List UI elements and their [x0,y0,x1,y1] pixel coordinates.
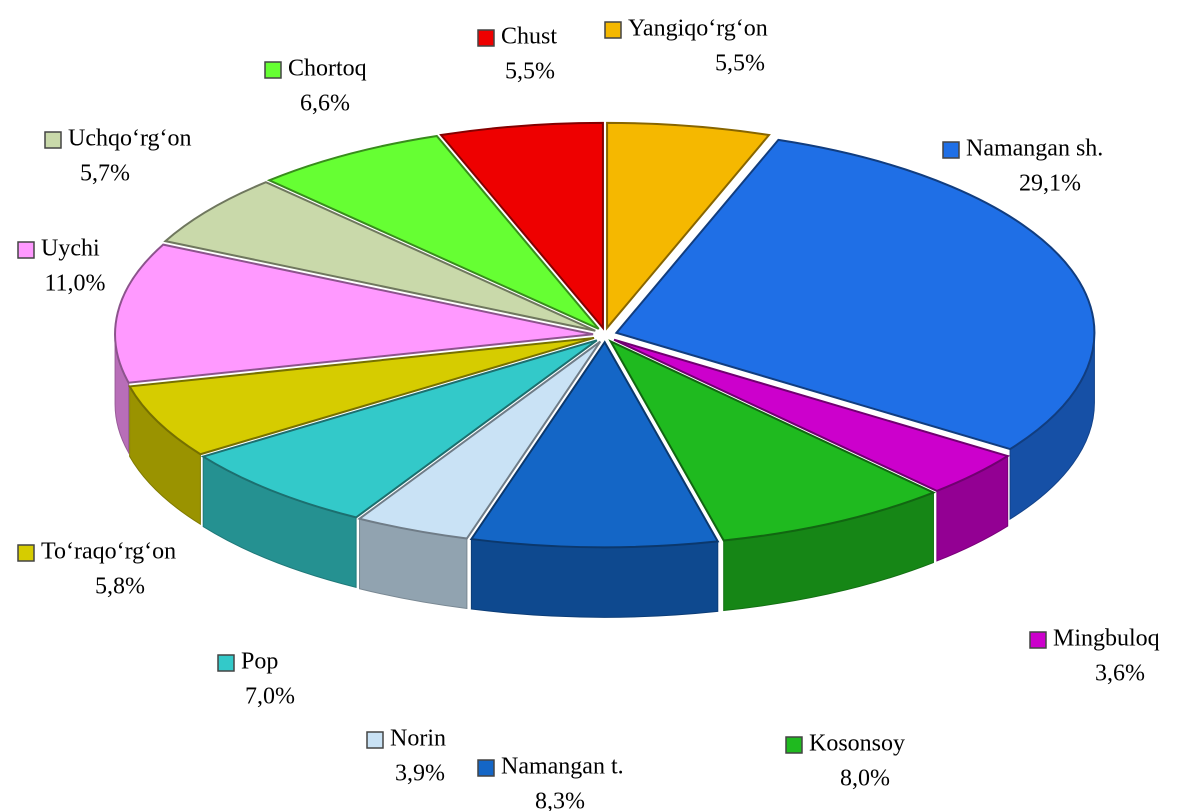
legend-swatch [477,29,495,47]
slice-label: Chortoq [288,56,367,82]
value-label: 7,0% [245,684,295,710]
legend-swatch [477,759,495,777]
value-label: 6,6% [300,91,350,117]
value-label: 5,5% [505,59,555,85]
slice-label: Uychi [41,236,100,262]
slice-label: Yangiqo‘rg‘on [628,16,768,42]
legend-swatch [604,21,622,39]
value-label: 29,1% [1019,171,1081,197]
slice-label: Uchqo‘rg‘on [68,126,192,152]
slice-label: Kosonsoy [809,731,905,757]
slice [439,121,604,331]
value-label: 5,7% [80,161,130,187]
legend-swatch [17,241,35,259]
legend-swatch [217,654,235,672]
legend-swatch [1029,631,1047,649]
slice [614,138,1096,451]
slice-side [470,538,719,618]
legend-swatch [942,141,960,159]
slice-label: Chust [501,24,557,50]
legend-swatch [264,61,282,79]
slice [200,339,598,519]
value-label: 3,6% [1095,661,1145,687]
slice [114,243,594,384]
slice-label: Mingbuloq [1053,626,1160,652]
value-label: 3,9% [395,761,445,787]
slice [613,338,1011,493]
slice-label: Namangan sh. [966,136,1103,162]
slice [357,340,602,540]
slice-label: Namangan t. [501,754,624,780]
slice [163,181,596,332]
value-label: 8,3% [535,789,585,811]
legend-swatch [44,131,62,149]
value-label: 5,5% [715,51,765,77]
value-label: 8,0% [840,766,890,792]
slice [608,339,936,542]
slice [606,121,771,331]
slice [469,340,720,549]
slice-label: Pop [241,649,278,675]
legend-swatch [17,544,35,562]
slice [127,336,595,456]
legend-swatch [366,731,384,749]
value-label: 5,8% [95,574,145,600]
legend-swatch [785,736,803,754]
slice [266,134,600,330]
slice-label: To‘raqo‘rg‘on [41,539,176,565]
slice-label: Norin [390,726,446,752]
value-label: 11,0% [44,271,105,297]
